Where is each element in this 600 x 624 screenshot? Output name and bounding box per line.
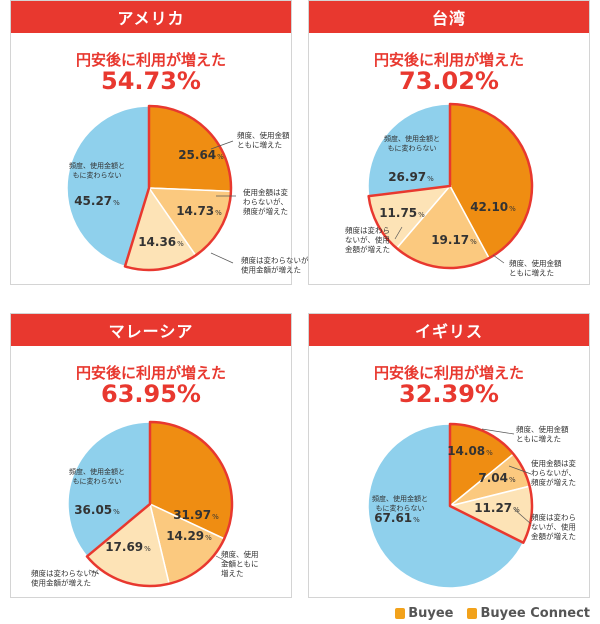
slice-value-label: 25.64% <box>178 148 224 162</box>
leader-line <box>88 569 100 575</box>
buyee-connect-logo-text: Buyee Connect <box>480 606 590 621</box>
slice-value-label: 17.69% <box>105 540 151 554</box>
buyee-connect-logo: Buyee Connect <box>467 606 590 621</box>
slice-value-label: 14.36% <box>138 235 184 249</box>
highlight-total: 63.95% <box>101 380 201 408</box>
pie-chart-taiwan: 42.10% 19.17% 11.75% 26.97% 頻度、使用金額ともに増えた 頻度は… <box>345 102 562 278</box>
slice-value-label: 14.73% <box>176 204 222 218</box>
chart-subtitle: 円安後に利用が増えた <box>75 364 226 382</box>
slice-category-label: 頻度は変わらないが使用金額が増えた <box>241 255 309 275</box>
chart-panel-usa: アメリカ 円安後に利用が増えた 54.73% 25.64% 14.73% 14.36… <box>10 0 309 285</box>
slice-value-label: 67.61% <box>374 511 420 525</box>
leader-line <box>513 508 532 525</box>
slice-category-label: 使用金額は変わらないが、頻度が増えた <box>243 187 288 216</box>
chart-panel-uk: イギリス 円安後に利用が増えた 32.39% 14.08% 7.04% 11.27%… <box>308 313 590 598</box>
slice-category-label: 頻度、使用金額ともに変わらない <box>372 494 428 513</box>
slice-category-label: 頻度、使用金額ともに変わらない <box>69 161 125 180</box>
buyee-logo: Buyee <box>395 606 453 621</box>
chart-subtitle: 円安後に利用が増えた <box>75 51 226 69</box>
slice-value-label: 11.75% <box>379 206 425 220</box>
leader-line <box>508 465 532 475</box>
highlight-total: 73.02% <box>399 67 499 95</box>
chart-subtitle: 円安後に利用が増えた <box>373 364 524 382</box>
buyee-connect-logo-icon <box>467 608 478 619</box>
increased-outline <box>85 420 234 588</box>
slice-value-label: 19.17% <box>431 233 477 247</box>
slice-category-label: 頻度、使用金額ともに増えた <box>237 130 290 150</box>
chart-title: 台湾 <box>309 1 589 33</box>
pie-slice <box>67 421 151 558</box>
slice-value-label: 14.29% <box>166 529 212 543</box>
slice-value-label: 31.97% <box>173 508 219 522</box>
slice-category-label: 使用金額は変わらないが、頻度が増えた <box>531 458 576 487</box>
increased-outline <box>367 102 534 270</box>
leader-line <box>210 140 234 150</box>
slice-value-label: 45.27% <box>74 194 120 208</box>
slice-category-label: 頻度、使用金額ともに増えた <box>509 258 562 278</box>
chart-title: マレーシア <box>11 314 291 346</box>
increased-outline <box>123 104 233 272</box>
pie-slice <box>66 105 150 268</box>
slice-category-label: 頻度は変わらないが、使用金額が増えた <box>345 225 390 254</box>
chart-title: イギリス <box>309 314 589 346</box>
footer-logos: Buyee Buyee Connect <box>395 606 590 621</box>
chart-panel-taiwan: 台湾 円安後に利用が増えた 73.02% 42.10% 19.17% 11.75% 2… <box>308 0 590 285</box>
slice-value-label: 11.27% <box>474 501 520 515</box>
chart-subtitle: 円安後に利用が増えた <box>373 51 524 69</box>
chart-panel-malaysia: マレーシア 円安後に利用が増えた 63.95% 31.97% 14.29% 17.6… <box>10 313 292 598</box>
chart-title: アメリカ <box>11 1 291 33</box>
slice-value-label: 14.08% <box>447 444 493 458</box>
slice-value-label: 26.97% <box>388 170 434 184</box>
pie-slice <box>367 103 451 197</box>
slice-category-label: 頻度、使用金額ともに変わらない <box>69 467 125 486</box>
leader-line <box>210 252 234 264</box>
increased-outline <box>448 422 534 544</box>
pie-chart-uk: 14.08% 7.04% 11.27% 67.61% 頻度、使用金額ともに増えた使用金額… <box>367 422 576 589</box>
pie-chart-malaysia: 31.97% 14.29% 17.69% 36.05% 頻度、使用金額ともに増えた頻度は… <box>31 420 259 588</box>
highlight-total: 32.39% <box>399 380 499 408</box>
slice-category-label: 頻度、使用金額ともに増えた <box>516 424 569 444</box>
pie-slice <box>367 423 525 589</box>
leader-line <box>481 428 515 435</box>
slice-value-label: 36.05% <box>74 503 120 517</box>
slice-value-label: 7.04% <box>478 471 516 485</box>
slice-category-label: 頻度、使用金額ともに変わらない <box>384 134 440 153</box>
leader-line <box>215 555 232 565</box>
leader-line <box>492 254 505 264</box>
pie-chart-usa: 25.64% 14.73% 14.36% 45.27% 頻度、使用金額ともに増えた使用金… <box>66 104 309 275</box>
slice-category-label: 頻度は変わらないが、使用金額が増えた <box>531 512 576 541</box>
buyee-logo-text: Buyee <box>408 606 454 621</box>
slice-category-label: 頻度は変わらないが使用金額が増えた <box>31 568 99 588</box>
leader-line <box>394 226 403 240</box>
highlight-total: 54.73% <box>101 67 201 95</box>
slice-value-label: 42.10% <box>470 200 516 214</box>
slice-category-label: 頻度、使用金額ともに増えた <box>221 549 259 578</box>
buyee-logo-icon <box>395 608 406 619</box>
